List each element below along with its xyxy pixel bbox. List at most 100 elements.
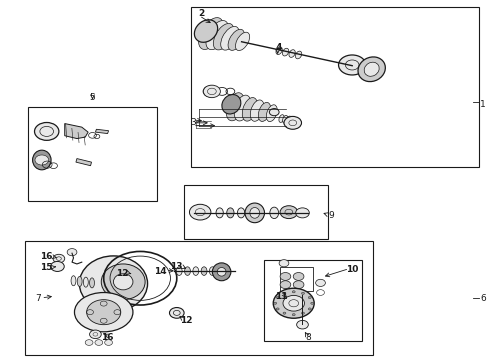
Ellipse shape — [286, 116, 292, 124]
Circle shape — [293, 273, 304, 280]
Circle shape — [280, 206, 297, 219]
Ellipse shape — [213, 23, 234, 50]
Circle shape — [301, 312, 304, 314]
Text: 1: 1 — [480, 100, 486, 109]
Circle shape — [95, 340, 103, 345]
Text: 6: 6 — [480, 294, 486, 303]
Circle shape — [284, 116, 301, 129]
Polygon shape — [76, 158, 92, 166]
Ellipse shape — [258, 102, 270, 121]
Circle shape — [292, 291, 295, 293]
Ellipse shape — [236, 32, 250, 50]
Circle shape — [308, 308, 311, 310]
Ellipse shape — [32, 150, 51, 170]
Ellipse shape — [227, 208, 234, 218]
Circle shape — [292, 314, 295, 316]
Ellipse shape — [206, 21, 228, 50]
Ellipse shape — [114, 274, 133, 290]
Ellipse shape — [198, 18, 223, 49]
Circle shape — [316, 279, 325, 287]
Ellipse shape — [228, 29, 245, 50]
Text: 5: 5 — [90, 93, 96, 102]
Ellipse shape — [195, 20, 218, 42]
Bar — [265, 260, 362, 341]
Ellipse shape — [295, 51, 302, 59]
Ellipse shape — [238, 208, 245, 218]
Ellipse shape — [245, 203, 265, 223]
Ellipse shape — [216, 208, 223, 218]
Circle shape — [67, 249, 77, 256]
Circle shape — [105, 340, 113, 345]
Text: 16: 16 — [101, 333, 114, 342]
Ellipse shape — [270, 207, 279, 219]
Ellipse shape — [176, 267, 182, 275]
Ellipse shape — [282, 48, 289, 56]
Ellipse shape — [201, 267, 207, 275]
Ellipse shape — [279, 115, 284, 122]
Text: 11: 11 — [275, 292, 288, 301]
Circle shape — [301, 292, 304, 294]
Circle shape — [308, 296, 311, 298]
Circle shape — [35, 155, 49, 165]
Circle shape — [190, 204, 211, 220]
Ellipse shape — [83, 277, 88, 287]
Text: 16: 16 — [41, 252, 53, 261]
Ellipse shape — [364, 62, 379, 76]
Ellipse shape — [212, 263, 231, 281]
Circle shape — [34, 122, 59, 140]
Ellipse shape — [209, 267, 215, 275]
Bar — [280, 267, 313, 292]
Ellipse shape — [222, 95, 241, 114]
Ellipse shape — [77, 276, 82, 287]
Circle shape — [276, 296, 279, 298]
Ellipse shape — [289, 50, 295, 57]
Circle shape — [276, 308, 279, 310]
Polygon shape — [65, 123, 88, 139]
Text: 3: 3 — [190, 118, 196, 127]
Circle shape — [274, 302, 277, 304]
Ellipse shape — [242, 98, 257, 121]
Ellipse shape — [226, 93, 245, 121]
Circle shape — [283, 296, 304, 311]
Text: 12: 12 — [180, 315, 193, 324]
Ellipse shape — [101, 264, 145, 300]
Ellipse shape — [276, 47, 282, 54]
Ellipse shape — [234, 95, 251, 121]
Ellipse shape — [283, 116, 288, 123]
Circle shape — [203, 86, 219, 97]
Text: 10: 10 — [346, 265, 358, 274]
Ellipse shape — [250, 100, 264, 121]
Ellipse shape — [87, 300, 121, 325]
Text: 9: 9 — [328, 211, 334, 220]
Text: 2: 2 — [198, 9, 204, 18]
Text: 12: 12 — [116, 269, 128, 278]
Ellipse shape — [220, 26, 239, 50]
Circle shape — [85, 340, 93, 345]
Bar — [28, 107, 157, 202]
Text: 4: 4 — [276, 43, 282, 52]
Circle shape — [311, 302, 314, 304]
Ellipse shape — [90, 278, 95, 288]
Text: 15: 15 — [41, 263, 53, 272]
Text: 8: 8 — [305, 333, 311, 342]
Ellipse shape — [358, 57, 385, 82]
Circle shape — [280, 281, 291, 289]
Circle shape — [295, 208, 309, 218]
Ellipse shape — [267, 105, 277, 122]
Circle shape — [283, 292, 286, 294]
Circle shape — [280, 273, 291, 280]
Ellipse shape — [185, 267, 191, 275]
Circle shape — [53, 254, 65, 263]
Bar — [25, 241, 373, 355]
Circle shape — [296, 320, 308, 329]
Ellipse shape — [71, 276, 76, 286]
Ellipse shape — [170, 307, 184, 318]
Ellipse shape — [74, 293, 133, 332]
Polygon shape — [96, 129, 109, 134]
Ellipse shape — [250, 207, 260, 218]
Text: 13: 13 — [170, 262, 182, 271]
Circle shape — [293, 281, 304, 289]
Text: 14: 14 — [154, 267, 167, 276]
Circle shape — [90, 330, 101, 339]
Circle shape — [273, 288, 314, 318]
